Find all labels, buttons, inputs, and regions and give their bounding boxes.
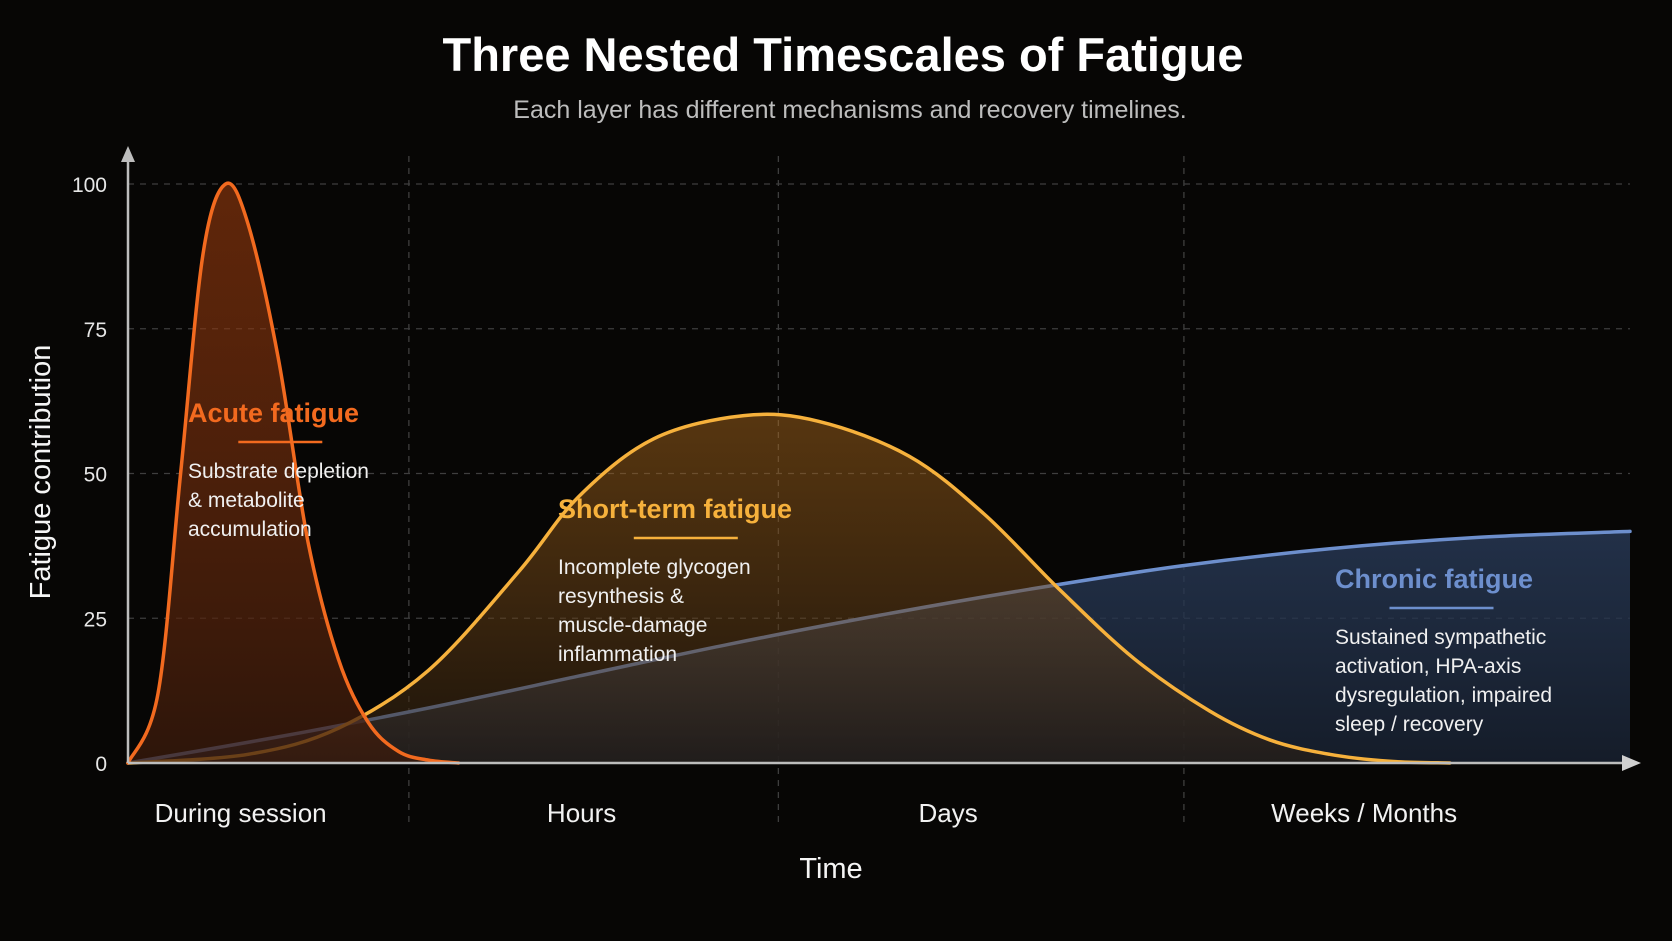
annotation-line: sleep / recovery <box>1335 713 1484 736</box>
annotation-title: Acute fatigue <box>188 398 359 428</box>
y-tick-label: 25 <box>84 608 107 631</box>
chart-title: Three Nested Timescales of Fatigue <box>442 28 1243 81</box>
y-axis-label: Fatigue contribution <box>25 345 57 600</box>
annotation-line: dysregulation, impaired <box>1335 684 1552 707</box>
annotation-line: resynthesis & <box>558 585 684 608</box>
annotation-line: Incomplete glycogen <box>558 556 751 579</box>
series-line-acute-fatigue <box>126 181 461 765</box>
annotation-line: Sustained sympathetic <box>1335 626 1546 649</box>
axes <box>121 146 1641 771</box>
annotation-line: activation, HPA-axis <box>1335 655 1521 678</box>
y-tick-label: 75 <box>84 319 107 342</box>
chart-subtitle: Each layer has different mechanisms and … <box>513 96 1186 124</box>
annotations: Acute fatigue Substrate depletion & metabo… <box>188 398 1552 736</box>
y-tick-labels: 0 25 50 75 100 <box>72 174 107 776</box>
x-axis-arrow <box>1622 755 1641 771</box>
annotation-acute-fatigue: Acute fatigue Substrate depletion & metabo… <box>188 398 369 541</box>
y-axis-arrow <box>121 146 135 162</box>
series-area-short-term-fatigue <box>128 414 1450 763</box>
y-tick-label: 100 <box>72 174 107 197</box>
x-category-label: Weeks / Months <box>1271 798 1457 828</box>
y-tick-label: 0 <box>95 753 107 776</box>
annotation-chronic-fatigue: Chronic fatigue Sustained sympathetic acti… <box>1335 564 1552 736</box>
series-area-acute-fatigue <box>128 183 459 763</box>
x-category-labels: During session Hours Days Weeks / Months <box>155 798 1457 828</box>
x-category-label: Hours <box>547 798 616 828</box>
annotation-title: Chronic fatigue <box>1335 564 1533 594</box>
annotation-line: Substrate depletion <box>188 460 369 483</box>
annotation-line: muscle-damage <box>558 614 707 637</box>
annotation-line: inflammation <box>558 643 677 666</box>
annotation-line: accumulation <box>188 518 312 541</box>
y-tick-label: 50 <box>84 464 107 487</box>
x-axis-label: Time <box>799 853 862 885</box>
annotation-line: & metabolite <box>188 489 305 512</box>
series-areas <box>126 181 1632 765</box>
series-line-short-term-fatigue <box>126 412 1452 765</box>
x-category-label: During session <box>155 798 327 828</box>
x-category-label: Days <box>918 798 977 828</box>
annotation-title: Short-term fatigue <box>558 494 792 524</box>
annotation-short-term-fatigue: Short-term fatigue Incomplete glycogen res… <box>558 494 792 666</box>
